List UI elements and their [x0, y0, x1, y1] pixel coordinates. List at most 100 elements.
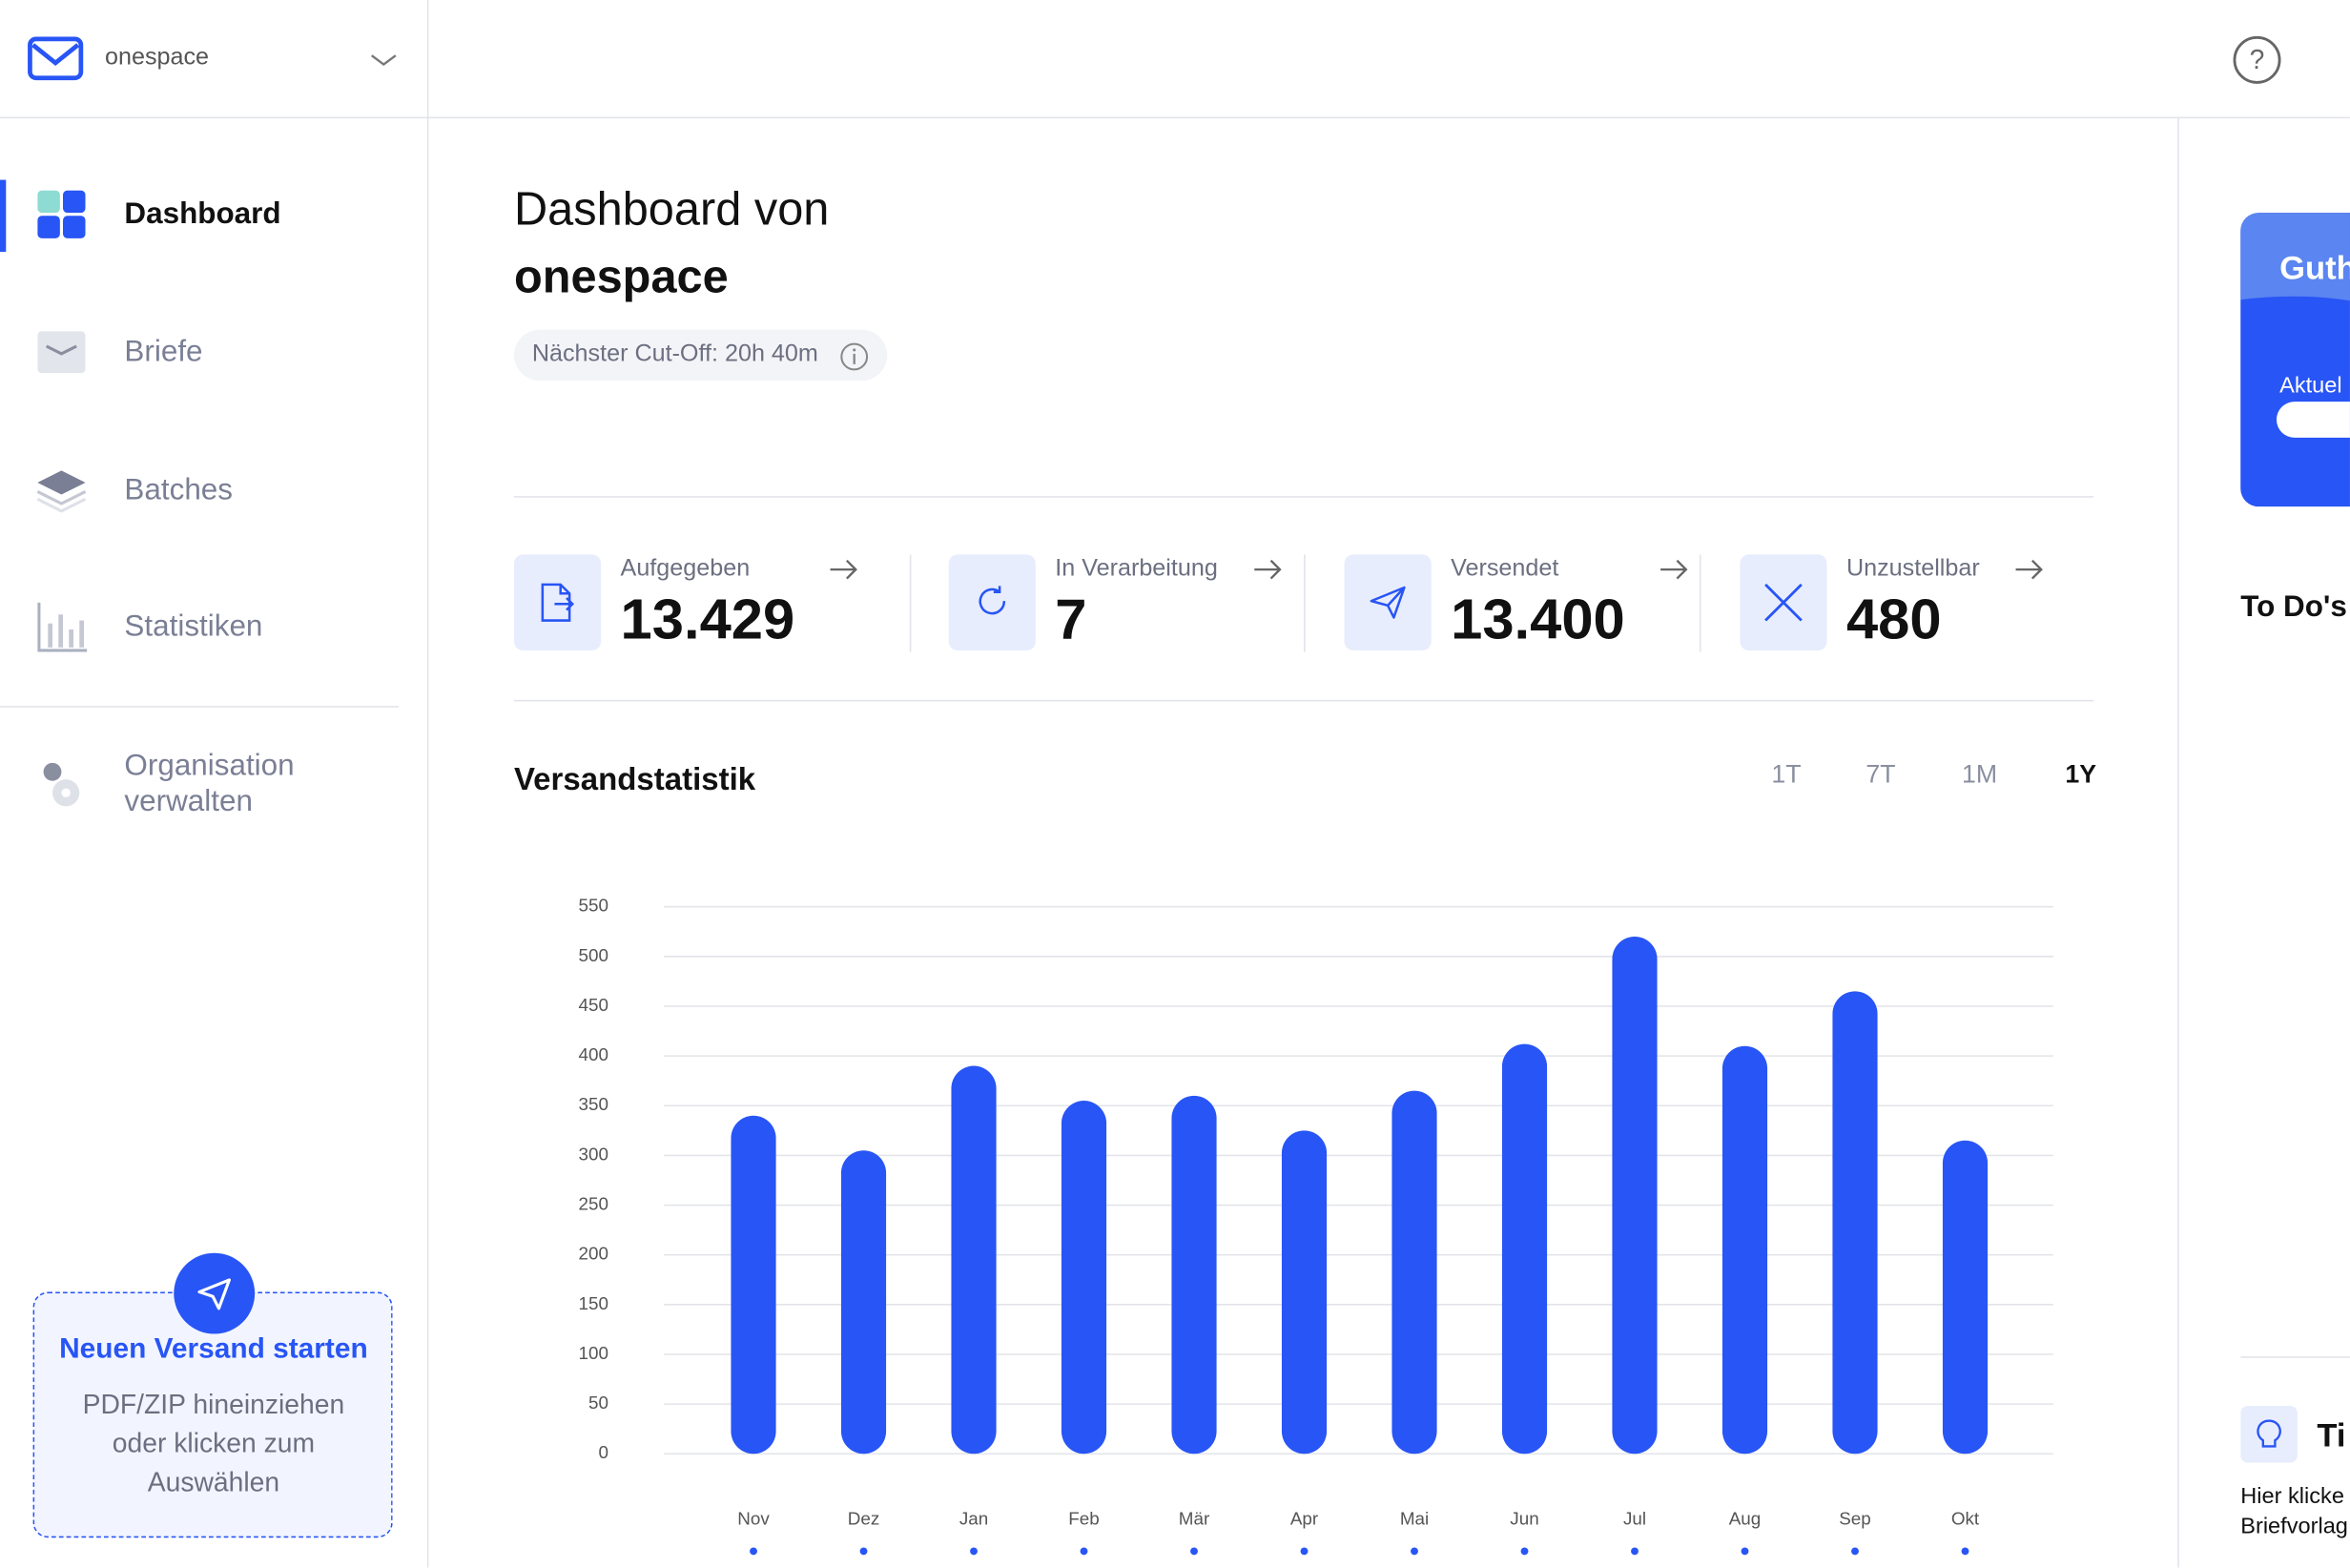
bar [840, 1150, 887, 1455]
tip-icon [2240, 1405, 2298, 1463]
divider [426, 0, 429, 1568]
arrow[interactable] [829, 558, 858, 582]
upload-button[interactable] [173, 1251, 257, 1335]
stat-label: In Verarbeitung [1055, 555, 1218, 582]
bar [1942, 1140, 1989, 1455]
card-wave [2240, 213, 2350, 301]
y-tick-label: 0 [599, 1442, 608, 1462]
icon [1764, 583, 1803, 622]
svg-text:?: ? [2250, 44, 2265, 74]
active-indicator [0, 179, 7, 252]
credit-card: Guth Aktuel [2240, 213, 2350, 507]
divider [0, 116, 2350, 119]
info-icon[interactable] [839, 341, 869, 371]
y-tick-label: 300 [579, 1144, 608, 1164]
x-dot [1961, 1547, 1969, 1556]
divider [1699, 554, 1701, 652]
stat-arrow[interactable] [1659, 558, 1689, 589]
divider [513, 496, 2094, 498]
bar [1171, 1095, 1217, 1455]
x-dot [1631, 1547, 1639, 1556]
stat-icon [513, 554, 602, 650]
bar [731, 1115, 776, 1455]
range-button[interactable]: 1Y [2065, 759, 2097, 789]
nav-item[interactable]: Statistiken [124, 609, 263, 644]
stat-label: Aufgegeben [620, 555, 751, 582]
x-dot [1851, 1547, 1859, 1556]
x-tick-label: Sep [1839, 1508, 1871, 1528]
dashboard-icon [37, 190, 86, 238]
x-tick-label: Aug [1729, 1508, 1762, 1528]
y-tick-label: 500 [579, 945, 608, 965]
stat-value: 13.400 [1451, 588, 1625, 652]
dropdown-icon[interactable] [369, 51, 399, 69]
tip-text: Briefvorlag [2240, 1514, 2348, 1539]
bar [1721, 1045, 1768, 1455]
x-tick-label: Jul [1623, 1508, 1646, 1528]
chart-title: Versandstatistik [513, 762, 756, 797]
arrow[interactable] [2014, 558, 2044, 582]
upload-title: Neuen Versand starten [59, 1333, 368, 1366]
x-tick-label: Mär [1179, 1508, 1209, 1528]
nav-item[interactable]: Briefe [124, 335, 203, 369]
x-dot [1741, 1547, 1749, 1556]
batches-icon [36, 470, 87, 513]
bar [1391, 1090, 1437, 1455]
settings-icon [43, 762, 80, 807]
org-title: onespace [513, 250, 729, 303]
credit-title: Guth [2279, 248, 2350, 287]
x-tick-label: Feb [1068, 1508, 1099, 1528]
x-dot [1411, 1547, 1418, 1556]
cutoff-text: Nächster Cut-Off: 20h 40m [531, 341, 818, 367]
divider [513, 699, 2094, 702]
divider [909, 554, 912, 652]
x-dot [1190, 1547, 1198, 1556]
y-tick-label: 250 [579, 1194, 608, 1214]
arrow[interactable] [1659, 558, 1689, 582]
org-name[interactable]: onespace [104, 45, 210, 71]
stat-label: Versendet [1451, 555, 1559, 582]
range-button[interactable]: 7T [1866, 759, 1896, 789]
x-tick-label: Dez [848, 1508, 880, 1528]
x-dot [1300, 1547, 1309, 1556]
nav-item[interactable]: Organisation verwalten [124, 749, 295, 818]
stat-arrow[interactable] [829, 558, 858, 589]
help-icon[interactable]: ? [2230, 33, 2284, 88]
bar [1832, 991, 1878, 1455]
stat-value: 13.429 [620, 588, 795, 652]
bar-chart: 0 50 100 150 200 250 300 350 400 450 500 550 Nov Dez J… [579, 896, 2053, 1556]
page-title: Dashboard von [513, 182, 830, 236]
divider [0, 706, 399, 708]
nav-item[interactable]: Dashboard [124, 197, 281, 231]
y-tick-label: 550 [579, 896, 608, 916]
stat-arrow[interactable] [1253, 558, 1283, 589]
y-tick-label: 400 [579, 1044, 608, 1064]
range-button[interactable]: 1M [1961, 759, 1998, 789]
x-tick-label: Jan [959, 1508, 988, 1528]
arrow[interactable] [1253, 558, 1283, 582]
y-tick-label: 350 [579, 1094, 608, 1114]
todos-title: To Do's [2240, 590, 2347, 624]
stat-label: Unzustellbar [1845, 555, 1980, 582]
x-dot [750, 1547, 757, 1556]
divider [2177, 118, 2179, 1568]
cutoff-pill [513, 329, 888, 382]
x-tick-label: Nov [737, 1508, 770, 1528]
stat-value: 480 [1845, 588, 1942, 652]
x-dot [970, 1547, 978, 1556]
icon [1370, 586, 1406, 619]
tip-text: Hier klicke [2240, 1483, 2344, 1510]
range-button[interactable]: 1T [1771, 759, 1802, 789]
stat-arrow[interactable] [2014, 558, 2044, 589]
stat-icon [1740, 554, 1827, 650]
upload-text: PDF/ZIP hineinziehen oder klicken zum Au… [82, 1389, 345, 1497]
y-tick-label: 50 [588, 1393, 608, 1413]
x-dot [1080, 1547, 1088, 1556]
stat-icon [948, 554, 1036, 650]
nav-item[interactable]: Batches [124, 473, 233, 507]
logo [28, 36, 84, 81]
x-tick-label: Apr [1290, 1508, 1318, 1528]
x-tick-label: Jun [1510, 1508, 1538, 1528]
x-tick-label: Mai [1400, 1508, 1429, 1528]
